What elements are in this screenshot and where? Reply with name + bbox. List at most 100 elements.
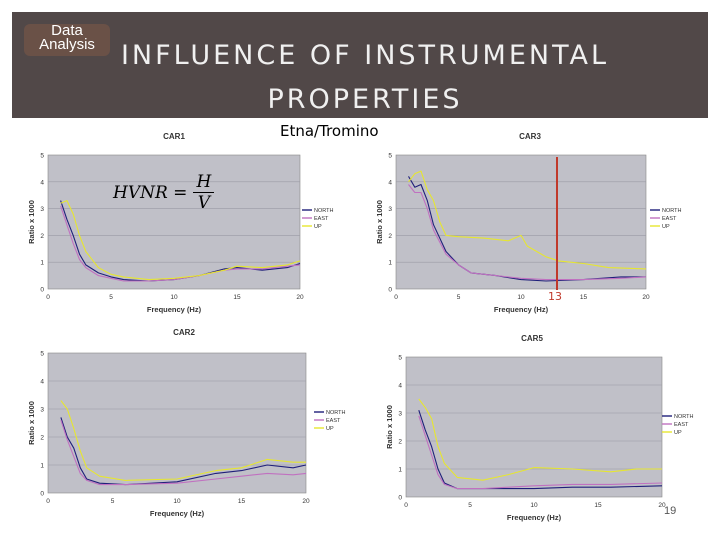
- chart-car1: CAR1 0 1 2 3 4 5 0 5 10 15 20 Frequency (Hz) Ratio x …: [27, 132, 333, 314]
- series-line-east: [408, 184, 647, 281]
- slide-subtitle: Etna/Tromino: [280, 122, 379, 140]
- series-line-east: [418, 415, 663, 490]
- page-number: 19: [664, 505, 677, 517]
- plot-area: [395, 154, 647, 290]
- chart-title: CAR1: [163, 132, 185, 141]
- x-tick-label: 0: [46, 498, 50, 505]
- x-tick-label: 5: [468, 502, 472, 509]
- y-tick-label: 2: [388, 233, 392, 240]
- legend-label: EAST: [314, 216, 329, 222]
- x-tick-label: 15: [238, 498, 246, 505]
- x-tick-label: 20: [302, 498, 310, 505]
- legend-label: NORTH: [662, 208, 681, 214]
- y-tick-label: 1: [398, 467, 402, 474]
- y-tick-label: 0: [40, 287, 44, 294]
- plot-area: [47, 352, 307, 494]
- section-badge: Data Analysis: [24, 22, 110, 56]
- y-tick-label: 3: [40, 407, 44, 414]
- formula-fraction: H V: [193, 172, 215, 213]
- y-tick-label: 5: [40, 351, 44, 358]
- y-tick-label: 5: [398, 355, 402, 362]
- chart-title: CAR5: [521, 334, 543, 343]
- x-tick-label: 10: [173, 498, 181, 505]
- x-tick-label: 15: [580, 294, 588, 301]
- x-tick-label: 0: [404, 502, 408, 509]
- x-tick-label: 5: [109, 294, 113, 301]
- series-line-east: [60, 420, 307, 486]
- y-axis-label: Ratio x 1000: [27, 200, 36, 244]
- x-tick-label: 20: [642, 294, 650, 301]
- formula-lhs: HVNR =: [113, 182, 188, 203]
- plot-area: [47, 154, 301, 290]
- series-line-up: [60, 200, 301, 281]
- y-tick-label: 1: [388, 260, 392, 267]
- y-tick-label: 3: [388, 206, 392, 213]
- x-axis-label: Frequency (Hz): [150, 509, 205, 518]
- legend-label: UP: [326, 426, 334, 432]
- y-tick-label: 3: [40, 206, 44, 213]
- y-tick-label: 5: [388, 153, 392, 160]
- y-tick-label: 2: [40, 233, 44, 240]
- x-axis-label: Frequency (Hz): [507, 513, 562, 522]
- y-tick-label: 0: [388, 287, 392, 294]
- y-axis-label: Ratio x 1000: [375, 200, 384, 244]
- y-tick-label: 3: [398, 411, 402, 418]
- x-tick-label: 10: [517, 294, 525, 301]
- chart-title: CAR2: [173, 328, 195, 337]
- x-tick-label: 15: [233, 294, 241, 301]
- x-tick-label: 20: [658, 502, 666, 509]
- legend-label: EAST: [326, 418, 341, 424]
- x-axis-label: Frequency (Hz): [147, 305, 202, 314]
- y-axis-label: Ratio x 1000: [385, 405, 394, 449]
- y-tick-label: 0: [40, 491, 44, 498]
- slide-title-line-1: INFLUENCE OF INSTRUMENTAL: [120, 40, 610, 71]
- legend-label: NORTH: [674, 414, 693, 420]
- marker-line: [556, 157, 558, 290]
- plot-area: [405, 356, 663, 498]
- y-tick-label: 0: [398, 495, 402, 502]
- slide-title-line-2: PROPERTIES: [267, 84, 463, 115]
- x-tick-label: 5: [457, 294, 461, 301]
- y-tick-label: 4: [40, 179, 44, 186]
- x-tick-label: 0: [46, 294, 50, 301]
- chart-car2: CAR2 0 1 2 3 4 5 0 5 10 15 20 Frequency (Hz) Ratio x …: [27, 328, 345, 518]
- chart-car3: CAR3 0 1 2 3 4 5 0 5 10 15 20 Frequency (Hz) Ratio x …: [375, 132, 681, 314]
- chart-car5: CAR5 0 1 2 3 4 5 0 5 10 15 20 Frequency (Hz) Ratio x …: [385, 334, 693, 522]
- series-line-up: [418, 398, 662, 481]
- x-tick-label: 0: [394, 294, 398, 301]
- hvnr-formula: HVNR = H V: [113, 172, 215, 213]
- series-line-up: [60, 400, 306, 481]
- x-tick-label: 10: [530, 502, 538, 509]
- y-tick-label: 2: [398, 439, 402, 446]
- y-tick-label: 1: [40, 260, 44, 267]
- series-line-east: [60, 205, 301, 282]
- legend-label: EAST: [674, 422, 689, 428]
- formula-numerator: H: [193, 172, 215, 193]
- x-tick-label: 15: [594, 502, 602, 509]
- y-axis-label: Ratio x 1000: [27, 401, 36, 445]
- chart-title: CAR3: [519, 132, 541, 141]
- legend-label: UP: [674, 430, 682, 436]
- formula-denominator: V: [197, 193, 210, 213]
- x-tick-label: 20: [296, 294, 304, 301]
- legend-label: UP: [314, 224, 322, 230]
- y-tick-label: 5: [40, 153, 44, 160]
- x-axis-label: Frequency (Hz): [494, 305, 549, 314]
- legend-label: NORTH: [314, 208, 333, 214]
- legend-label: NORTH: [326, 410, 345, 416]
- x-tick-label: 5: [111, 498, 115, 505]
- badge-line-2: Analysis: [39, 36, 95, 53]
- legend-label: UP: [662, 224, 670, 230]
- y-tick-label: 2: [40, 435, 44, 442]
- y-tick-label: 4: [388, 179, 392, 186]
- marker-label: 13: [548, 290, 562, 303]
- y-tick-label: 4: [40, 379, 44, 386]
- y-tick-label: 4: [398, 383, 402, 390]
- series-line-up: [408, 170, 647, 270]
- title-banner: [12, 12, 708, 118]
- badge-line-1: Data: [51, 22, 83, 39]
- x-tick-label: 10: [170, 294, 178, 301]
- legend-label: EAST: [662, 216, 677, 222]
- y-tick-label: 1: [40, 463, 44, 470]
- slide-title: INFLUENCE OF INSTRUMENTAL PROPERTIES: [120, 34, 610, 122]
